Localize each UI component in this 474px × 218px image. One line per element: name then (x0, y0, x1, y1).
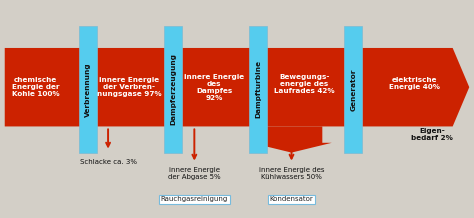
Text: Eigen-
bedarf 2%: Eigen- bedarf 2% (411, 128, 453, 141)
Text: chemische
Energie der
Kohle 100%: chemische Energie der Kohle 100% (12, 77, 59, 97)
Text: Dampfturbine: Dampfturbine (255, 60, 261, 118)
Text: innere Energie
der Abgase 5%: innere Energie der Abgase 5% (168, 167, 221, 180)
Bar (249, 26, 267, 153)
Text: Generator: Generator (350, 68, 356, 111)
Bar (344, 26, 362, 153)
Bar (79, 26, 97, 153)
Polygon shape (5, 48, 469, 126)
Bar (164, 26, 182, 153)
Text: Dampferzeugung: Dampferzeugung (170, 53, 176, 125)
Polygon shape (251, 126, 332, 153)
Text: Bewegungs-
energie des
Laufrades 42%: Bewegungs- energie des Laufrades 42% (274, 74, 335, 94)
Text: innere Energie
des
Dampfes
92%: innere Energie des Dampfes 92% (184, 74, 244, 101)
Text: innere Energie des
Kühlwassers 50%: innere Energie des Kühlwassers 50% (259, 167, 324, 180)
Text: Schlacke ca. 3%: Schlacke ca. 3% (80, 159, 137, 165)
Text: Verbrennung: Verbrennung (85, 62, 91, 117)
Text: Rauchgasreinigung: Rauchgasreinigung (161, 196, 228, 203)
Text: Kondensator: Kondensator (270, 196, 313, 203)
Text: innere Energie
der Verbren-
nungsgase 97%: innere Energie der Verbren- nungsgase 97… (97, 77, 161, 97)
Text: elektrische
Energie 40%: elektrische Energie 40% (389, 77, 440, 90)
